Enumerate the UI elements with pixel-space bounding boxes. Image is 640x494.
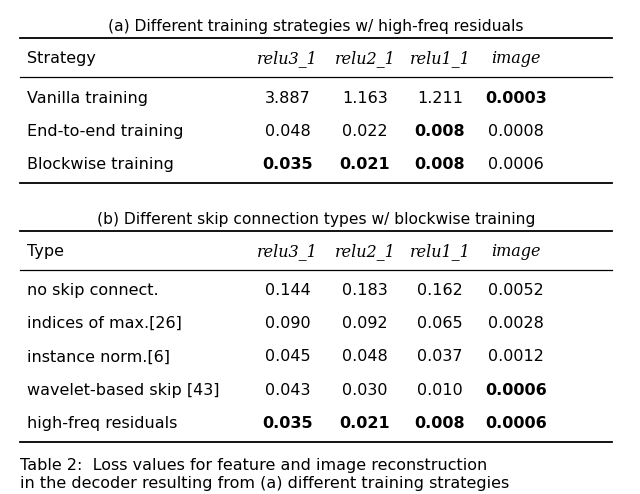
Text: 0.043: 0.043	[265, 382, 310, 398]
Text: relu1_1: relu1_1	[410, 243, 470, 260]
Text: 0.0006: 0.0006	[485, 416, 547, 431]
Text: 0.0008: 0.0008	[488, 124, 544, 139]
Text: 0.183: 0.183	[342, 283, 388, 298]
Text: high-freq residuals: high-freq residuals	[26, 416, 177, 431]
Text: 0.0028: 0.0028	[488, 316, 544, 331]
Text: Table 2:  Loss values for feature and image reconstruction
in the decoder result: Table 2: Loss values for feature and ima…	[20, 458, 509, 491]
Text: 0.0003: 0.0003	[485, 90, 547, 106]
Text: 0.008: 0.008	[415, 157, 465, 172]
Text: 0.162: 0.162	[417, 283, 463, 298]
Text: 0.0006: 0.0006	[485, 382, 547, 398]
Text: End-to-end training: End-to-end training	[26, 124, 183, 139]
Text: (a) Different training strategies w/ high-freq residuals: (a) Different training strategies w/ hig…	[108, 19, 524, 35]
Text: 0.022: 0.022	[342, 124, 388, 139]
Text: 0.065: 0.065	[417, 316, 463, 331]
Text: 0.010: 0.010	[417, 382, 463, 398]
Text: 0.021: 0.021	[340, 416, 390, 431]
Text: 0.008: 0.008	[415, 416, 465, 431]
Text: no skip connect.: no skip connect.	[26, 283, 158, 298]
Text: Type: Type	[26, 244, 63, 259]
Text: 0.037: 0.037	[417, 349, 463, 365]
Text: 0.035: 0.035	[262, 416, 313, 431]
Text: image: image	[492, 243, 541, 260]
Text: indices of max.[26]: indices of max.[26]	[26, 316, 181, 331]
Text: 0.0012: 0.0012	[488, 349, 544, 365]
Text: 0.035: 0.035	[262, 157, 313, 172]
Text: 1.163: 1.163	[342, 90, 388, 106]
Text: relu2_1: relu2_1	[335, 50, 396, 67]
Text: 0.090: 0.090	[265, 316, 310, 331]
Text: 0.021: 0.021	[340, 157, 390, 172]
Text: Blockwise training: Blockwise training	[26, 157, 173, 172]
Text: 0.008: 0.008	[415, 124, 465, 139]
Text: image: image	[492, 50, 541, 67]
Text: wavelet-based skip [43]: wavelet-based skip [43]	[26, 382, 219, 398]
Text: relu2_1: relu2_1	[335, 243, 396, 260]
Text: relu3_1: relu3_1	[257, 243, 318, 260]
Text: Vanilla training: Vanilla training	[26, 90, 148, 106]
Text: 0.0052: 0.0052	[488, 283, 544, 298]
Text: 3.887: 3.887	[265, 90, 310, 106]
Text: relu3_1: relu3_1	[257, 50, 318, 67]
Text: 0.0006: 0.0006	[488, 157, 544, 172]
Text: instance norm.[6]: instance norm.[6]	[26, 349, 170, 365]
Text: 0.048: 0.048	[342, 349, 388, 365]
Text: 0.092: 0.092	[342, 316, 388, 331]
Text: 0.030: 0.030	[342, 382, 388, 398]
Text: 0.048: 0.048	[265, 124, 310, 139]
Text: 1.211: 1.211	[417, 90, 463, 106]
Text: relu1_1: relu1_1	[410, 50, 470, 67]
Text: (b) Different skip connection types w/ blockwise training: (b) Different skip connection types w/ b…	[97, 212, 535, 227]
Text: Strategy: Strategy	[26, 51, 95, 66]
Text: 0.045: 0.045	[265, 349, 310, 365]
Text: 0.144: 0.144	[265, 283, 310, 298]
